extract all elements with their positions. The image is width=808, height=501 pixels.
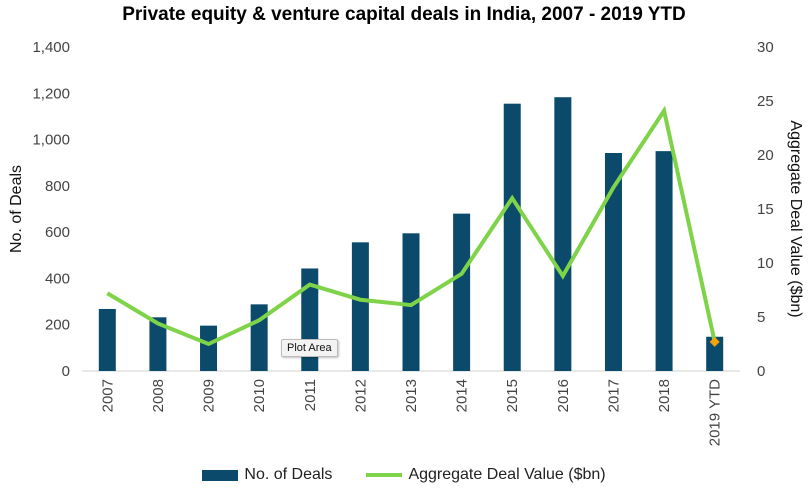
x-tick-label: 2013: [403, 379, 420, 412]
y2-axis-label: Aggregate Deal Value ($bn): [787, 120, 804, 317]
x-tick-label: 2018: [656, 379, 673, 412]
x-tick-label: 2008: [150, 379, 167, 412]
legend-swatch-line: [366, 473, 403, 477]
bar: [453, 213, 471, 371]
legend: No. of Deals Aggregate Deal Value ($bn): [0, 466, 808, 484]
y2-tick-label: 10: [757, 255, 774, 272]
legend-item-deals[interactable]: No. of Deals: [202, 466, 332, 484]
x-tick-label: 2011: [302, 379, 319, 411]
y2-tick-label: 15: [757, 201, 774, 218]
y2-tick-label: 5: [757, 309, 765, 326]
y-tick-label: 200: [45, 317, 70, 334]
bar: [503, 103, 521, 371]
y-tick-label: 0: [62, 363, 70, 380]
line-point-marker: [709, 336, 720, 347]
x-tick-label: 2014: [454, 379, 471, 412]
x-tick-label: 2016: [555, 379, 572, 412]
y-axis-label: No. of Deals: [8, 165, 25, 253]
chart-title: Private equity & venture capital deals i…: [122, 4, 686, 25]
legend-label-value: Aggregate Deal Value ($bn): [408, 466, 606, 483]
y-tick-label: 1,400: [32, 39, 70, 56]
y-tick-label: 1,200: [32, 85, 70, 102]
bar: [402, 233, 420, 371]
y2-tick-label: 30: [757, 39, 774, 56]
y2-tick-label: 20: [757, 147, 774, 164]
y2-tick-label: 0: [757, 363, 765, 380]
bar: [351, 242, 369, 371]
y2-tick-label: 25: [757, 93, 774, 110]
bar: [655, 151, 673, 371]
legend-swatch-bar: [202, 469, 239, 481]
bar: [706, 336, 724, 371]
bar: [554, 97, 572, 371]
x-tick-label: 2015: [504, 379, 521, 412]
legend-item-value[interactable]: Aggregate Deal Value ($bn): [366, 466, 606, 484]
y-tick-label: 600: [45, 224, 70, 241]
x-tick-label: 2007: [99, 379, 116, 412]
bar: [98, 308, 116, 371]
x-tick-label: 2017: [605, 379, 622, 412]
x-tick-label: 2019 YTD: [707, 379, 724, 446]
y-tick-label: 1,000: [32, 132, 70, 149]
y-tick-label: 400: [45, 270, 70, 287]
x-tick-label: 2012: [352, 379, 369, 412]
x-tick-label: 2010: [251, 379, 268, 412]
plot-area-tooltip: Plot Area: [281, 339, 338, 357]
x-tick-label: 2009: [201, 379, 218, 412]
legend-label-deals: No. of Deals: [244, 466, 333, 483]
bar: [604, 152, 622, 371]
y-tick-label: 800: [45, 178, 70, 195]
bar: [200, 325, 218, 371]
line-series: [106, 105, 717, 347]
bar: [149, 317, 167, 371]
